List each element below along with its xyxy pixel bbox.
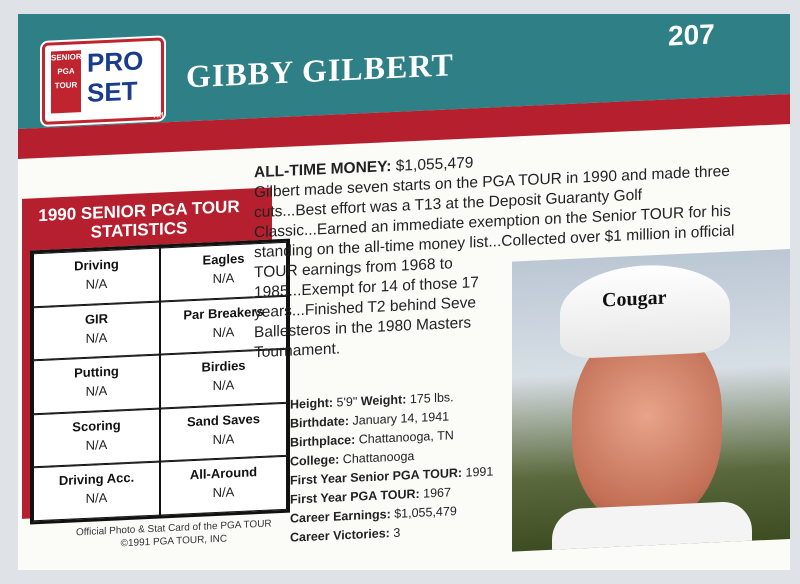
fact-value: 5'9" — [336, 394, 358, 410]
fact-value: 175 lbs. — [409, 390, 454, 407]
stat-label: All-Around — [189, 464, 258, 483]
stat-label: Sand Saves — [187, 410, 260, 430]
fact-value: January 14, 1941 — [352, 409, 450, 428]
bio-section: ALL-TIME MONEY: $1,055,479 Gilbert made … — [254, 141, 754, 394]
stat-cell: Scoring N/A — [33, 408, 160, 468]
fact-label: College: — [290, 452, 340, 469]
card-number: 207 — [668, 18, 715, 52]
stat-cell: All-Around N/A — [160, 456, 287, 516]
footer: Official Photo & Stat Card of the PGA TO… — [76, 517, 272, 552]
player-facts: Height: 5'9" Weight: 175 lbs. Birthdate: … — [290, 386, 493, 547]
money-value: $1,055,479 — [395, 154, 474, 175]
stat-value: N/A — [85, 490, 108, 507]
stat-value: N/A — [212, 484, 235, 501]
stat-cell: Sand Saves N/A — [160, 402, 287, 462]
fact-label: Birthdate: — [290, 413, 350, 431]
fact-value: 1991 — [465, 464, 494, 480]
logo-pro: PRO — [87, 45, 144, 78]
stats-grid: Driving N/A Eagles N/A GIR N/A Par Breakers N/A… — [30, 238, 290, 525]
fact-value: Chattanooga — [342, 449, 415, 467]
stat-label: Scoring — [72, 417, 121, 435]
fact-value: 3 — [393, 525, 401, 540]
bio-wrap: Gilbert made seven starts on the PGA TOU… — [254, 161, 754, 364]
photo-wrap-area — [504, 251, 754, 382]
stat-label: Driving — [74, 256, 119, 274]
fact-label: Birthplace: — [290, 432, 356, 450]
logo-tour-text: SENIOR PGA TOUR — [51, 50, 82, 114]
fact-label: Career Victories: — [290, 526, 390, 545]
trademark: TM — [152, 110, 164, 120]
shirt — [552, 500, 752, 552]
pro-set-logo: SENIOR PGA TOUR PRO SET — [42, 37, 164, 125]
stat-label: GIR — [84, 310, 109, 327]
fact-label: Height: — [290, 395, 334, 412]
fact-label: Career Earnings: — [290, 507, 391, 526]
stats-title: 1990 SENIOR PGA TOUR STATISTICS — [38, 196, 240, 242]
fact-value: $1,055,479 — [394, 504, 457, 521]
fact-label: Weight: — [360, 392, 407, 409]
stat-cell: Driving Acc. N/A — [33, 461, 160, 522]
stat-value: N/A — [85, 436, 108, 453]
stat-label: Driving Acc. — [58, 470, 135, 489]
stat-value: N/A — [85, 383, 108, 400]
stat-value: N/A — [85, 275, 108, 292]
stat-cell: GIR N/A — [33, 301, 160, 361]
logo-set: SET — [87, 75, 138, 108]
fact-value: 1967 — [423, 485, 451, 501]
stat-value: N/A — [212, 430, 235, 447]
stat-label: Putting — [74, 363, 119, 381]
stats-box: 1990 SENIOR PGA TOUR STATISTICS Driving N… — [22, 187, 290, 525]
trading-card: SENIOR PGA TOUR PRO SET TM GIBBY GILBERT… — [18, 14, 790, 570]
fact-value: Chattanooga, TN — [358, 428, 454, 447]
stat-cell: Putting N/A — [33, 354, 160, 415]
stat-value: N/A — [85, 329, 108, 346]
stat-cell: Driving N/A — [33, 247, 160, 307]
